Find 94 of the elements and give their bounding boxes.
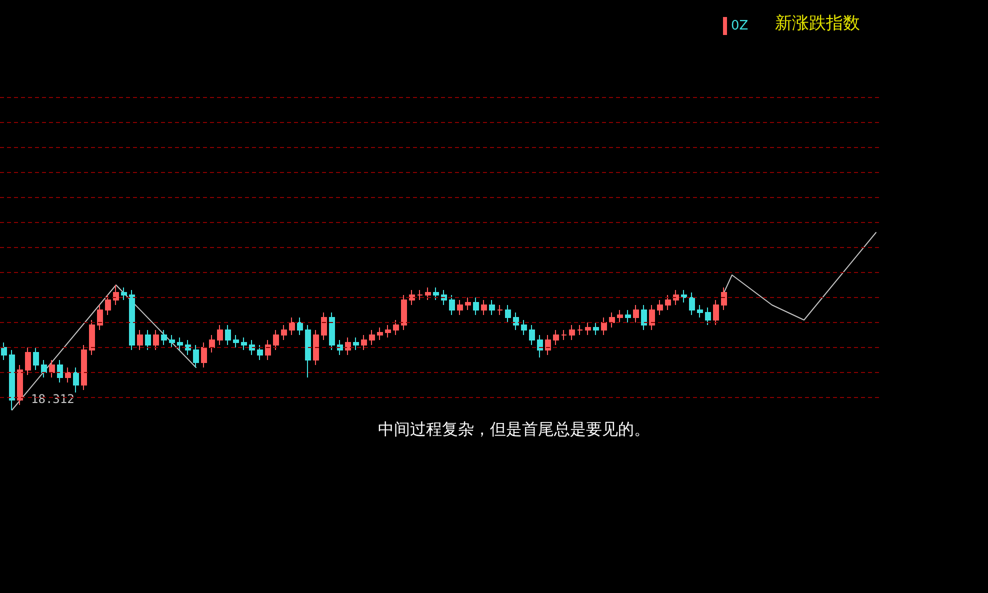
candlestick	[465, 297, 471, 310]
candlestick	[329, 312, 335, 350]
candlestick	[513, 312, 519, 330]
candlestick	[313, 330, 319, 366]
candlestick	[401, 294, 407, 330]
candlestick	[457, 300, 463, 316]
candlestick	[225, 324, 231, 346]
candlestick	[89, 320, 95, 356]
candlestick	[121, 287, 127, 300]
candlestick	[393, 320, 399, 336]
candlestick	[553, 330, 559, 346]
candlestick	[17, 364, 23, 406]
candlestick	[353, 337, 359, 350]
candlestick	[721, 287, 727, 310]
candlestick	[689, 292, 695, 316]
candlestick	[337, 340, 343, 356]
candlestick	[153, 330, 159, 350]
candlestick	[665, 294, 671, 310]
candlestick	[601, 317, 607, 336]
candlestick	[417, 290, 423, 300]
candlestick	[193, 344, 199, 368]
candlestick	[129, 290, 135, 350]
candlestick	[473, 297, 479, 316]
candlestick	[305, 324, 311, 378]
candlestick	[697, 304, 703, 318]
candlestick	[649, 304, 655, 330]
candlestick	[73, 367, 79, 393]
candlestick	[521, 320, 527, 336]
candlestick	[433, 287, 439, 300]
candlestick	[9, 350, 15, 410]
candlestick	[201, 342, 207, 368]
candlestick	[257, 344, 263, 360]
candlestick	[137, 330, 143, 350]
candlestick	[705, 307, 711, 326]
candlestick	[441, 290, 447, 306]
candlestick	[345, 337, 351, 356]
candlestick	[361, 334, 367, 350]
candlestick	[505, 304, 511, 323]
candlestick	[217, 324, 223, 346]
candlestick	[385, 324, 391, 338]
candlestick	[657, 300, 663, 316]
candlestick	[609, 312, 615, 328]
candlestick	[673, 290, 679, 306]
candlestick	[713, 300, 719, 326]
candlestick	[617, 310, 623, 323]
legend-label: 0Z	[731, 18, 748, 34]
candlestick	[57, 360, 63, 383]
candlestick	[625, 310, 631, 323]
candlestick	[641, 304, 647, 330]
candlestick	[481, 300, 487, 316]
candlestick	[113, 284, 119, 306]
candlestick	[449, 294, 455, 316]
candlestick	[585, 322, 591, 336]
candlestick	[233, 334, 239, 348]
candlestick	[169, 334, 175, 348]
chart-title: 新涨跌指数	[775, 14, 860, 34]
candlestick	[25, 347, 31, 376]
candlestick	[633, 304, 639, 323]
candlestick	[41, 360, 47, 378]
candlestick	[561, 330, 567, 340]
candlestick	[145, 330, 151, 350]
candlestick	[177, 337, 183, 350]
candlestick	[377, 327, 383, 340]
candlestick	[105, 294, 111, 316]
candlestick	[273, 330, 279, 350]
candlestick	[537, 334, 543, 358]
candlestick	[281, 324, 287, 340]
candlestick	[409, 290, 415, 306]
candlestick	[529, 324, 535, 346]
candlestick	[289, 317, 295, 336]
candlestick	[425, 287, 431, 300]
candlestick	[97, 304, 103, 330]
candlestick	[577, 324, 583, 336]
candlestick	[49, 360, 55, 378]
candlestick	[321, 312, 327, 340]
candlestick	[65, 367, 71, 383]
candlestick	[497, 304, 503, 316]
candlestick	[489, 300, 495, 316]
candlestick	[545, 334, 551, 356]
candlestick	[249, 340, 255, 356]
candlestick	[33, 347, 39, 370]
candlestick	[185, 340, 191, 356]
candlestick	[1, 342, 7, 360]
candlestick	[569, 324, 575, 340]
candlestick	[81, 344, 87, 390]
candlestick	[265, 340, 271, 360]
candlestick	[369, 330, 375, 346]
candlestick	[161, 330, 167, 346]
candlestick	[681, 290, 687, 303]
candlestick	[209, 334, 215, 353]
candlestick	[241, 337, 247, 350]
candlestick	[593, 322, 599, 336]
candlestick	[297, 317, 303, 336]
text: 中间过程复杂，但是首尾总是要见的。	[378, 420, 650, 438]
